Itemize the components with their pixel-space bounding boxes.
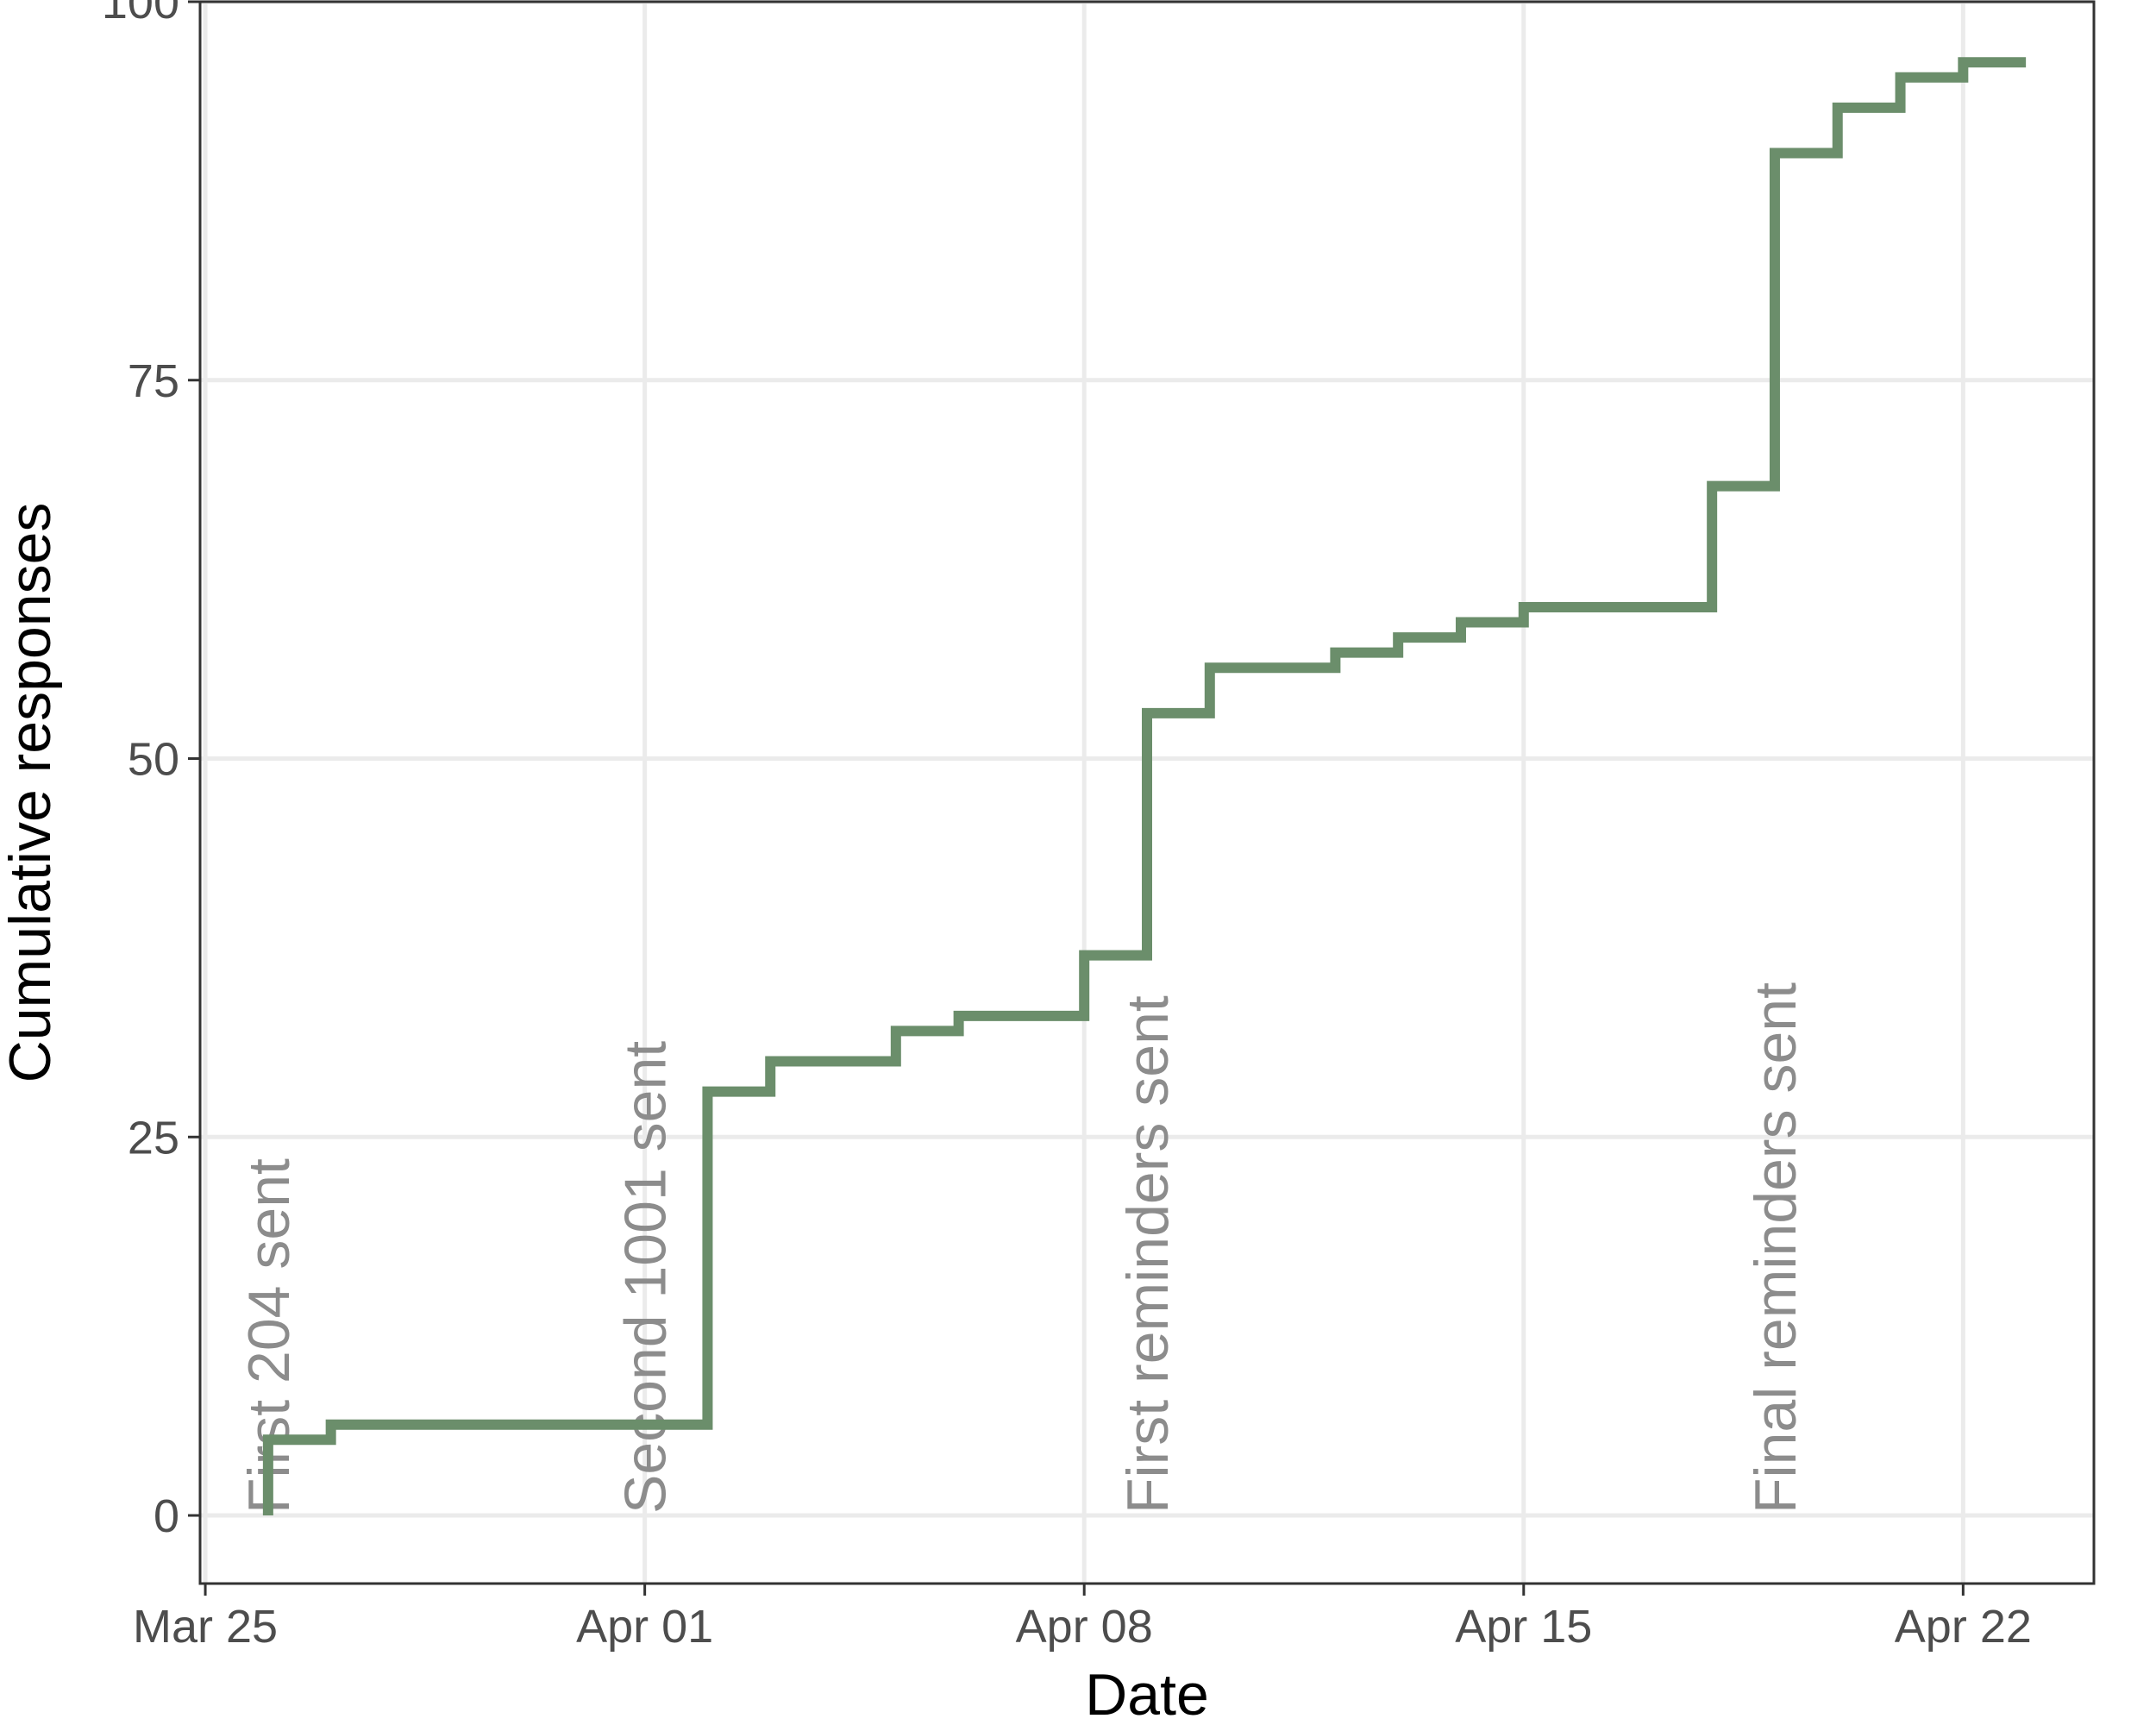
panel-border [198,0,2096,1585]
y-tick-label: 0 [154,1490,179,1542]
x-tick-label: Apr 01 [576,1601,713,1653]
series-step-line [262,57,2027,1516]
y-axis-title: Cumulative responses [0,503,63,1083]
x-tick-label: Apr 22 [1895,1601,2032,1653]
y-tick-label: 75 [128,355,179,407]
y-tick-label: 25 [128,1112,179,1164]
x-axis-title: Date [1085,1662,1209,1725]
annotation-label: Second 1001 sent [613,1041,679,1514]
annotation-label: Final reminders sent [1743,982,1808,1514]
x-tick-label: Mar 25 [133,1601,278,1653]
y-tick-label: 50 [128,734,179,786]
axis-layer: Mar 25 Apr 01 Apr 08 Apr 15 Apr 22 0 25 50 75 100 [102,0,2032,1653]
y-tick-label: 100 [102,0,179,28]
x-tick-label: Apr 08 [1016,1601,1153,1653]
annotation-layer: First 204 sent Second 1001 sent First remi… [236,982,1808,1514]
x-tick-label: Apr 15 [1455,1601,1592,1653]
annotation-label: First reminders sent [1115,995,1181,1514]
series-layer [262,57,2027,1516]
